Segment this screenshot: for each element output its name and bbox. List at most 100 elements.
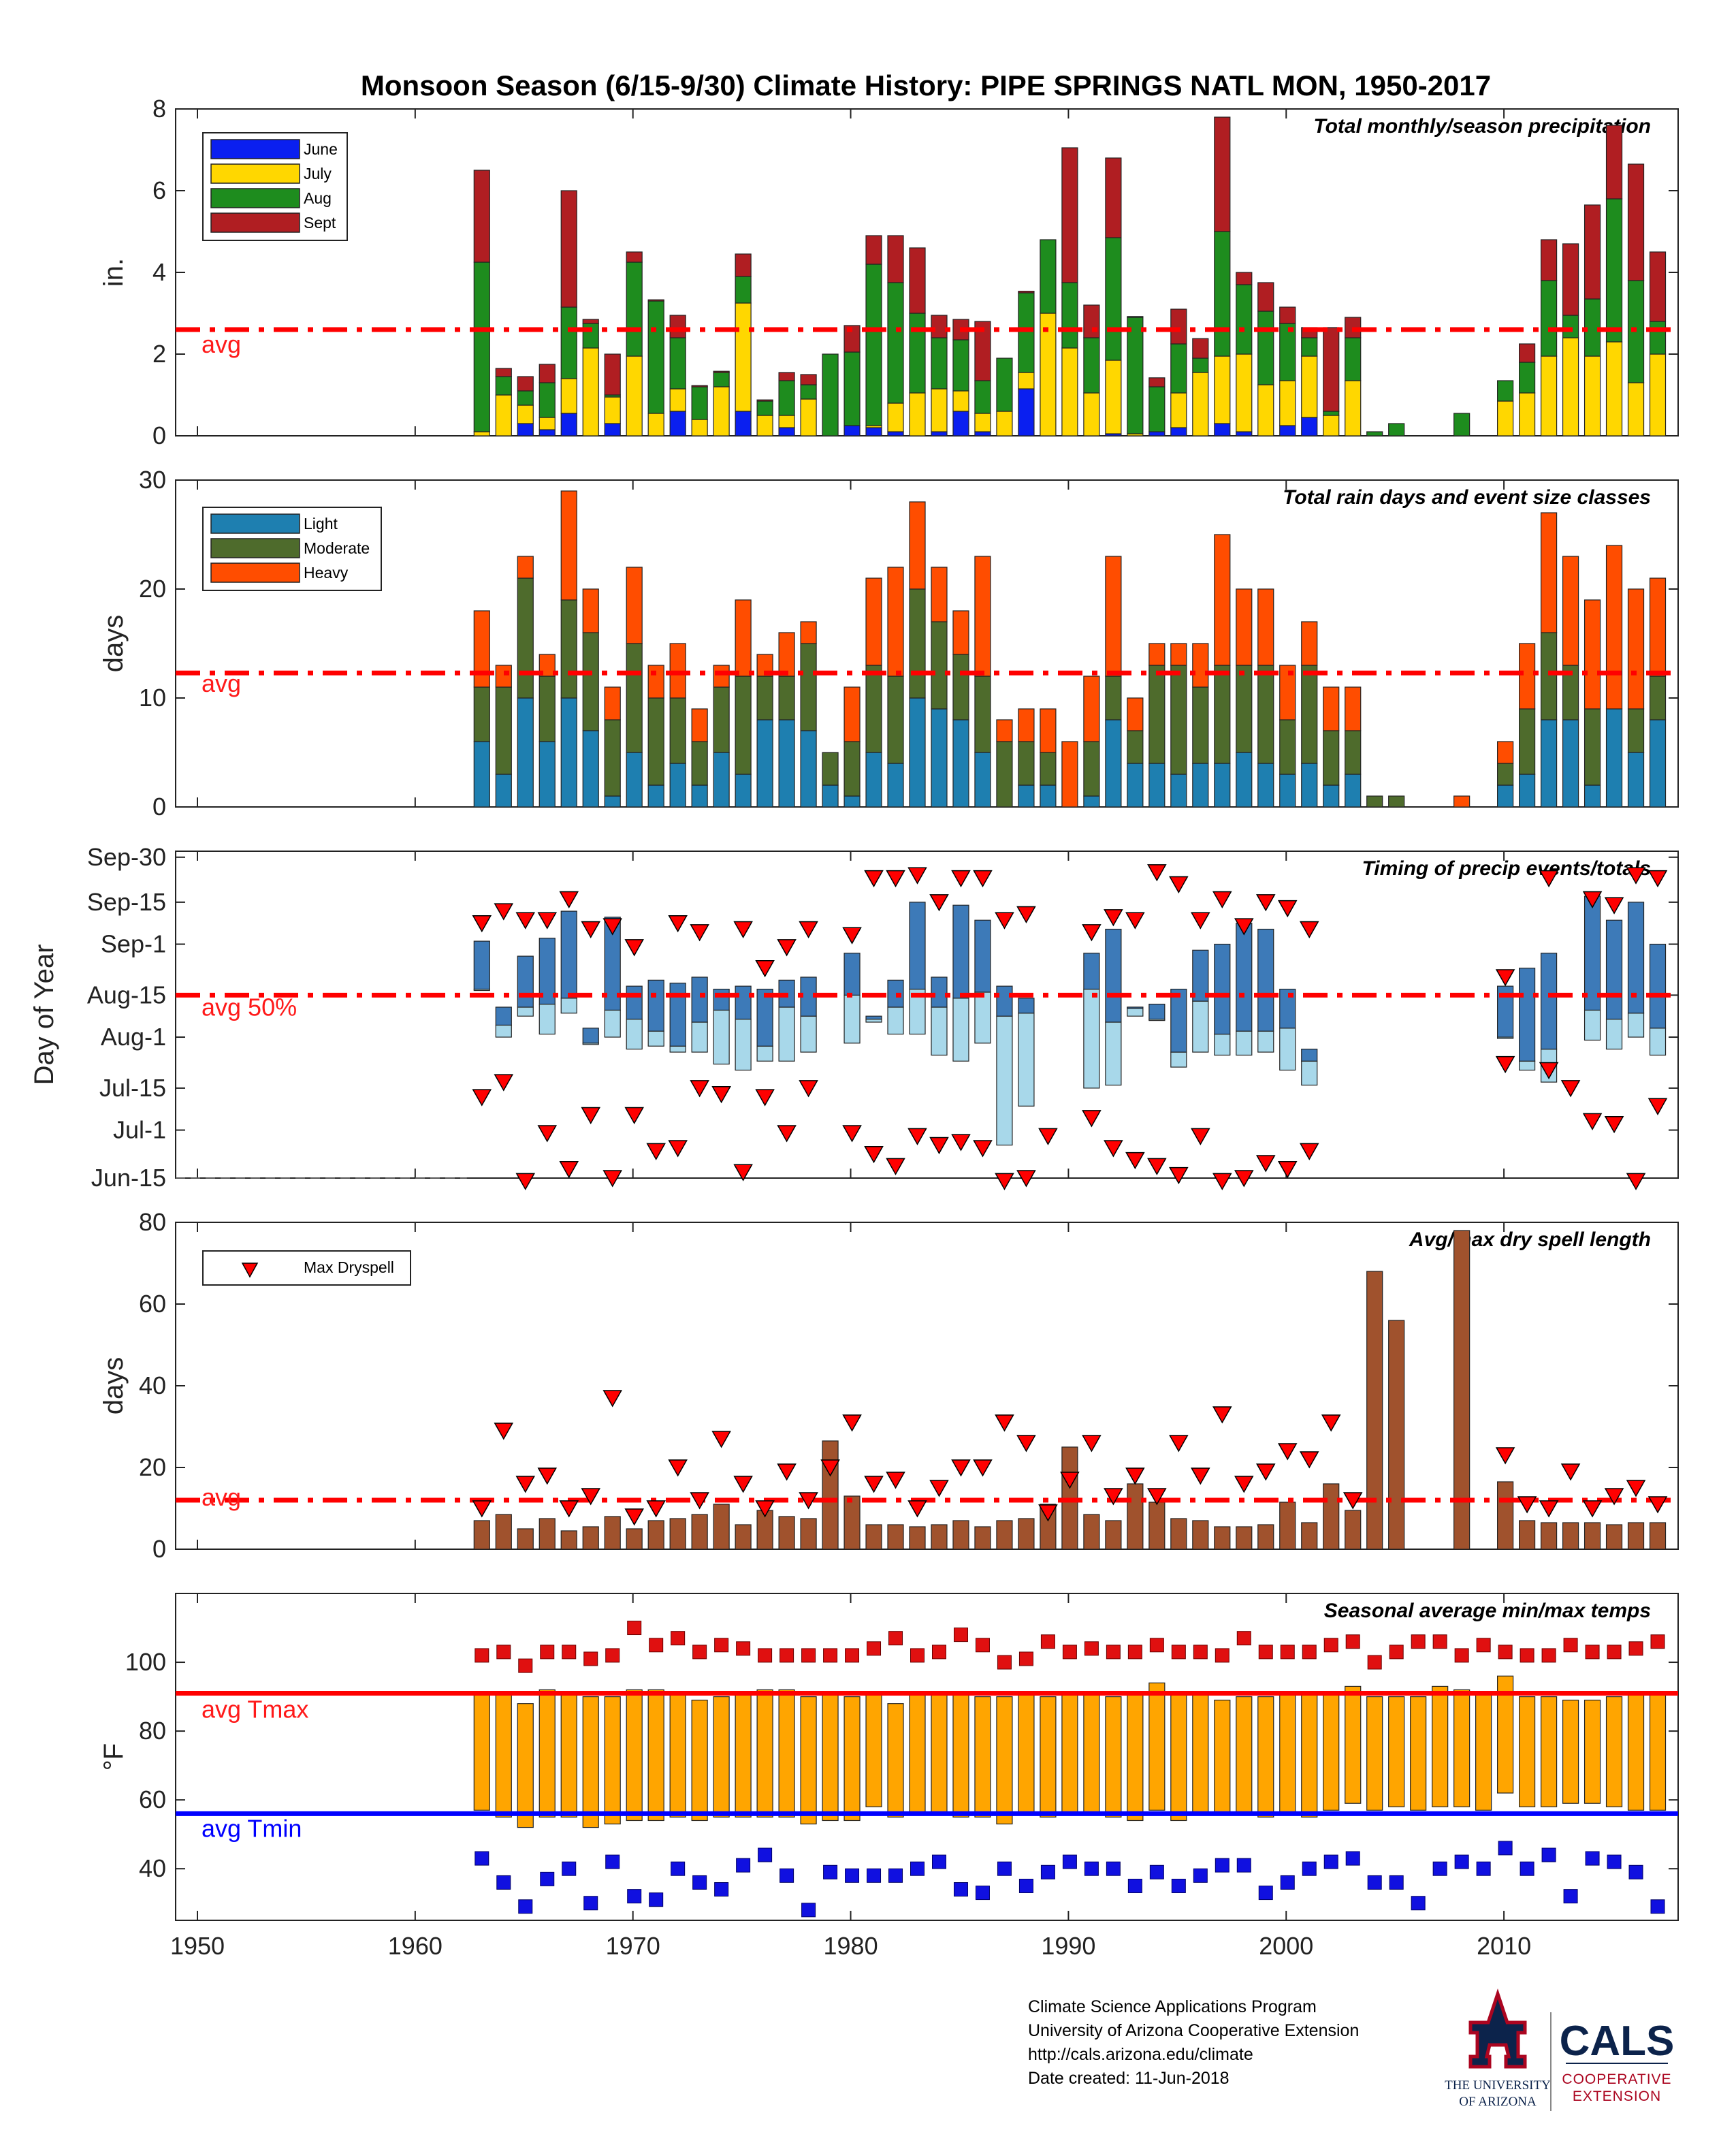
timing-bar-late: [1301, 1049, 1318, 1062]
precip-bar-aug: [1649, 321, 1667, 355]
precip-bar-july: [909, 392, 926, 436]
timing-bar-early: [1257, 1030, 1274, 1053]
dry-spell-bar: [495, 1514, 512, 1550]
x-tick-label: 1990: [1041, 1932, 1095, 1960]
rain-days-bar-heavy: [1627, 588, 1645, 710]
tmin-marker: [1411, 1896, 1426, 1911]
rain-days-bar-heavy: [1127, 697, 1144, 731]
precip-bar-aug: [1083, 337, 1100, 394]
tmin-marker: [758, 1847, 773, 1862]
rain-days-bar-moderate: [1040, 752, 1057, 786]
rain-days-bar-moderate: [1584, 708, 1601, 786]
timing-bar-late: [647, 979, 664, 1032]
timing-marker: [1016, 1170, 1036, 1188]
precip-bar-june: [1018, 388, 1035, 436]
precip-bar-july: [539, 417, 556, 430]
timing-marker: [1299, 921, 1319, 939]
rain-days-bar-moderate: [517, 577, 534, 699]
tmax-marker: [475, 1648, 489, 1663]
timing-bar-early: [604, 1009, 621, 1038]
rain-days-bar-light: [669, 763, 686, 808]
precip-bar-sept: [931, 315, 948, 338]
dry-spell-bar: [1301, 1522, 1318, 1550]
timing-marker: [995, 912, 1014, 930]
rain-days-bar-light: [778, 719, 795, 808]
timing-marker: [1212, 891, 1232, 908]
tmax-marker: [1454, 1648, 1469, 1663]
timing-bar-late: [1170, 988, 1187, 1053]
temperature-range-bar: [952, 1692, 969, 1818]
timing-bar-late: [974, 919, 991, 993]
tmax-marker: [845, 1648, 860, 1663]
legend-swatch: [210, 212, 300, 233]
precip-bar-aug: [1257, 311, 1274, 385]
precip-bar-sept: [691, 385, 708, 387]
precip-bar-sept: [800, 374, 817, 385]
temperature-range-bar: [909, 1692, 926, 1814]
rain-days-bar-heavy: [778, 632, 795, 677]
max-dryspell-marker: [1495, 1447, 1515, 1465]
dry-spell-bar: [1236, 1526, 1253, 1550]
precip-bar-sept: [974, 321, 991, 381]
ua-text-line-2: OF ARIZONA: [1459, 2095, 1537, 2109]
y-axis-label: days: [99, 615, 129, 673]
timing-marker: [602, 918, 622, 936]
dry-spell-bar: [1519, 1520, 1536, 1550]
tmax-marker: [671, 1631, 686, 1646]
precip-bar-july: [604, 396, 621, 424]
dry-spell-bar: [1214, 1526, 1231, 1550]
rain-days-bar-heavy: [1257, 588, 1274, 666]
precip-bar-aug: [582, 323, 599, 349]
y-tick-label: 100: [125, 1648, 166, 1676]
precip-bar-july: [1170, 392, 1187, 428]
timing-bar-late: [517, 955, 534, 1008]
rain-days-bar-light: [647, 784, 664, 808]
temperature-range-bar: [996, 1696, 1013, 1825]
rain-days-bar-moderate: [1345, 730, 1362, 775]
y-tick-label: Jul-1: [113, 1116, 166, 1144]
precip-bar-july: [1214, 355, 1231, 424]
tmin-marker: [823, 1864, 838, 1879]
max-dryspell-marker: [755, 1500, 775, 1518]
temperature-range-bar: [778, 1689, 795, 1818]
timing-panel: Jun-15 Jul-1 Jul-15 Aug-1 Aug-15 Sep-1 Sep-15 S…: [29, 843, 1679, 1192]
y-tick-label: Jul-15: [99, 1074, 166, 1102]
precip-bar-sept: [713, 370, 730, 373]
precip-bar-july: [1540, 355, 1558, 436]
precip-bar-sept: [626, 251, 643, 263]
tmin-marker: [888, 1868, 903, 1883]
precip-bar-june: [604, 423, 621, 436]
precip-bar-sept: [1519, 343, 1536, 363]
timing-bar-late: [560, 910, 577, 999]
tmax-marker: [1171, 1645, 1186, 1660]
precip-bar-aug: [1279, 323, 1296, 381]
timing-bar-early: [1519, 1060, 1536, 1071]
max-dryspell-marker: [1299, 1451, 1319, 1469]
tmax-marker: [1280, 1645, 1295, 1660]
precip-bar-sept: [1584, 204, 1601, 300]
rain-days-bar-light: [1105, 719, 1122, 808]
temperature-range-bar: [1475, 1692, 1492, 1811]
timing-marker: [886, 1158, 905, 1175]
timing-marker: [1125, 912, 1145, 930]
timing-bar-early: [647, 1030, 664, 1047]
precip-bar-aug: [952, 339, 969, 392]
tmin-marker: [1650, 1899, 1665, 1914]
precip-bar-aug: [1127, 317, 1144, 434]
precip-bar-july: [1519, 392, 1536, 436]
rain-days-bar-light: [582, 730, 599, 808]
precip-bar-july: [974, 413, 991, 432]
dry-spell-bar: [626, 1528, 643, 1550]
temperature-range-bar: [517, 1703, 534, 1828]
precip-bar-july: [647, 413, 664, 436]
y-tick-label: 40: [139, 1371, 166, 1399]
dry-spell-bar: [1040, 1504, 1057, 1550]
precip-bar-sept: [1236, 272, 1253, 285]
rain-days-bar-light: [1040, 784, 1057, 808]
precip-bar-july: [887, 402, 904, 432]
tmax-marker: [888, 1631, 903, 1646]
precip-bar-july: [1562, 337, 1579, 436]
timing-bar-late: [952, 904, 969, 999]
precip-bar-aug: [1018, 292, 1035, 373]
rain-days-bar-moderate: [1301, 665, 1318, 764]
